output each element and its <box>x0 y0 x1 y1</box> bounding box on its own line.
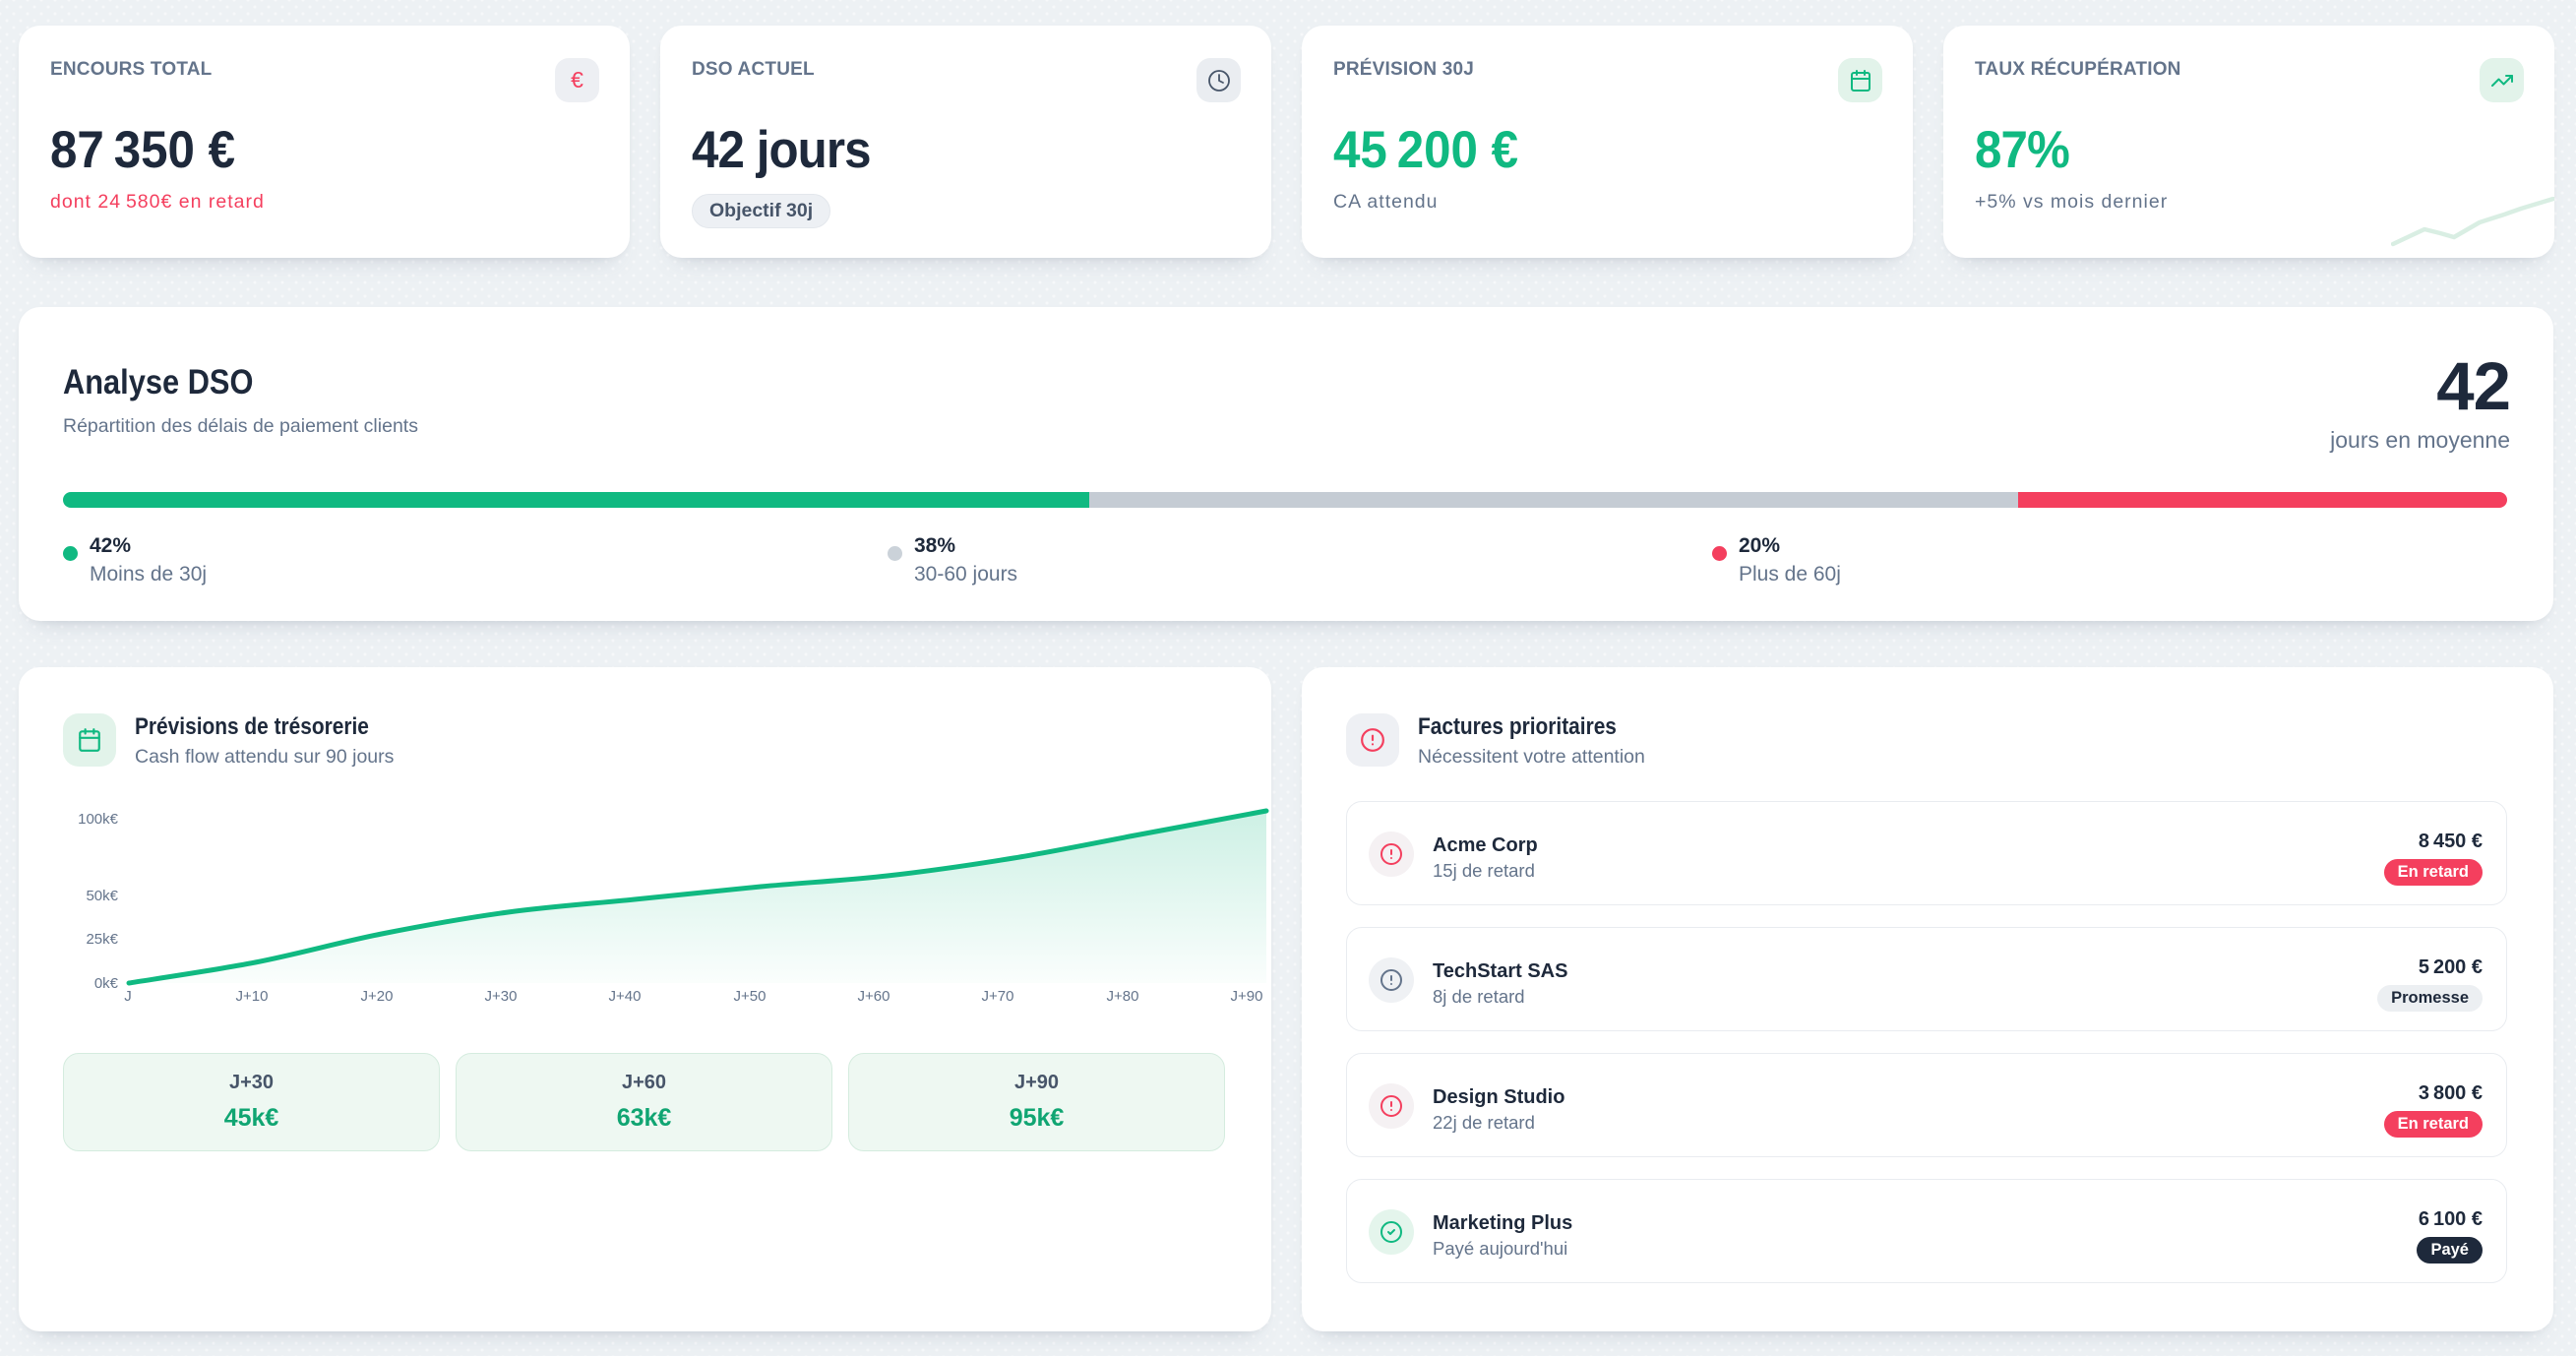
svg-text:J+30: J+30 <box>485 988 518 1005</box>
svg-text:J+60: J+60 <box>858 988 890 1005</box>
svg-text:25k€: 25k€ <box>86 931 118 948</box>
svg-text:J+80: J+80 <box>1107 988 1139 1005</box>
svg-text:J+70: J+70 <box>982 988 1014 1005</box>
svg-text:J+10: J+10 <box>236 988 269 1005</box>
svg-text:J+90: J+90 <box>1231 988 1263 1005</box>
svg-text:J+40: J+40 <box>609 988 642 1005</box>
svg-text:J: J <box>124 988 132 1005</box>
svg-text:J+20: J+20 <box>361 988 394 1005</box>
svg-text:J+50: J+50 <box>734 988 767 1005</box>
svg-text:100k€: 100k€ <box>78 811 119 828</box>
svg-text:50k€: 50k€ <box>86 888 118 904</box>
svg-text:0k€: 0k€ <box>94 975 119 992</box>
